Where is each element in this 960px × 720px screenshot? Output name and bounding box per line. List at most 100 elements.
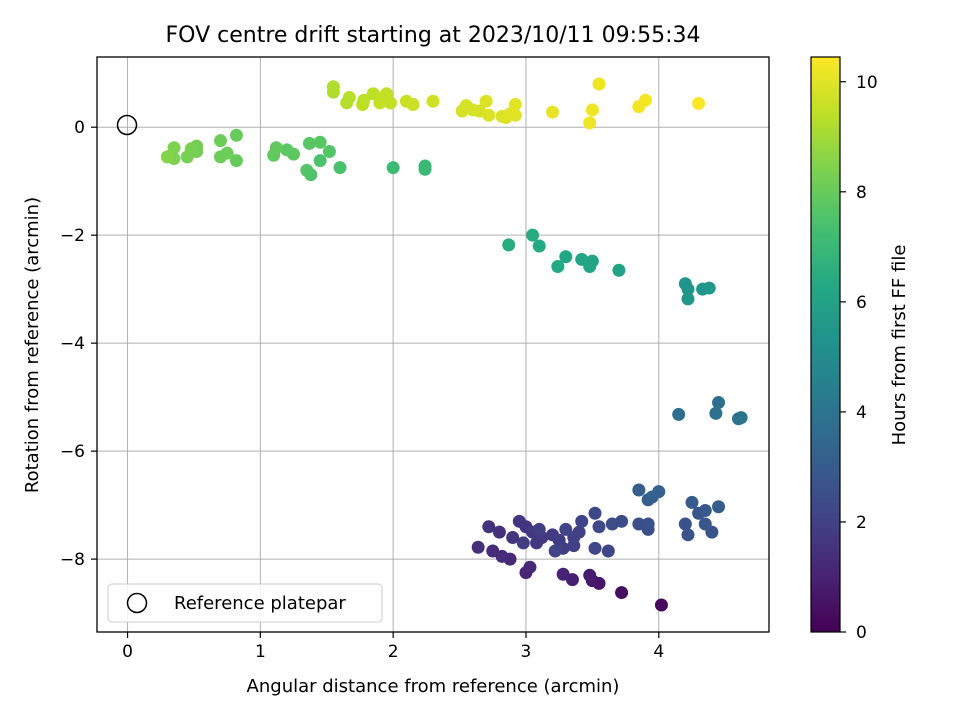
- data-point: [508, 108, 522, 122]
- data-point: [229, 128, 243, 142]
- data-point: [322, 144, 336, 158]
- data-point: [556, 567, 570, 581]
- data-point: [583, 116, 597, 130]
- data-point: [479, 94, 493, 108]
- data-point: [612, 263, 626, 277]
- data-point: [638, 93, 652, 107]
- data-point: [214, 150, 228, 164]
- data-point: [548, 544, 562, 558]
- legend-box: [107, 583, 383, 623]
- plot-area: [96, 56, 770, 633]
- data-point: [546, 105, 560, 119]
- data-point: [160, 150, 174, 164]
- data-point: [506, 531, 520, 545]
- y-axis-label: Rotation from reference (arcmin): [22, 197, 43, 493]
- data-point: [508, 98, 522, 112]
- grid-lines: [97, 57, 769, 632]
- data-point: [418, 162, 432, 176]
- data-point: [313, 154, 327, 168]
- data-point: [357, 93, 371, 107]
- data-point: [492, 525, 506, 539]
- data-point: [386, 161, 400, 175]
- data-point: [712, 396, 726, 410]
- data-point: [654, 598, 668, 612]
- data-point: [516, 536, 530, 550]
- data-point: [384, 96, 398, 110]
- data-point: [229, 154, 243, 168]
- data-point: [551, 259, 565, 273]
- data-point: [342, 90, 356, 104]
- y-tick-label: −4: [60, 334, 85, 354]
- data-point: [486, 544, 500, 558]
- data-point: [482, 108, 496, 122]
- legend-reference-marker: [126, 592, 148, 614]
- data-point: [267, 148, 281, 162]
- x-axis-label: Angular distance from reference (arcmin): [247, 676, 620, 697]
- colorbar-tick-label: 2: [856, 513, 867, 533]
- data-point: [692, 96, 706, 110]
- data-point: [678, 517, 692, 531]
- x-axis-ticks: 0 1 2 3 4: [122, 632, 664, 662]
- data-point: [532, 239, 546, 253]
- colorbar-tick-label: 4: [856, 403, 867, 423]
- y-tick-label: −8: [60, 550, 85, 570]
- data-point: [583, 568, 597, 582]
- data-point: [588, 506, 602, 520]
- data-point: [588, 541, 602, 555]
- colorbar: 0 2 4 6 8 10 Hours from first FF file: [810, 56, 910, 643]
- y-axis-ticks: 0 −2 −4 −6 −8: [60, 118, 97, 570]
- data-point: [592, 77, 606, 91]
- y-tick-label: −6: [60, 442, 85, 462]
- data-point: [632, 483, 646, 497]
- data-point: [559, 522, 573, 536]
- data-point: [585, 103, 599, 117]
- data-point: [681, 292, 695, 306]
- data-point: [180, 150, 194, 164]
- data-point: [333, 161, 347, 175]
- data-point: [615, 514, 629, 528]
- data-point: [712, 500, 726, 514]
- data-point: [652, 485, 666, 499]
- data-point: [302, 136, 316, 150]
- data-point: [313, 135, 327, 149]
- reference-marker: [116, 114, 138, 136]
- x-tick-label: 0: [122, 642, 133, 662]
- colorbar-label: Hours from first FF file: [889, 245, 910, 446]
- data-point: [567, 539, 581, 553]
- data-point: [592, 520, 606, 534]
- colorbar-tick-label: 0: [856, 623, 867, 643]
- data-point: [681, 282, 695, 296]
- chart-title: FOV centre drift starting at 2023/10/11 …: [166, 23, 701, 48]
- legend-label: Reference platepar: [174, 593, 346, 614]
- x-tick-label: 1: [255, 642, 266, 662]
- data-point: [672, 407, 686, 421]
- data-point: [698, 504, 712, 518]
- data-point: [482, 520, 496, 534]
- colorbar-tick-label: 8: [856, 183, 867, 203]
- colorbar-tick-label: 10: [856, 73, 878, 93]
- y-tick-label: −2: [60, 226, 85, 246]
- data-point: [426, 94, 440, 108]
- x-tick-label: 3: [521, 642, 532, 662]
- data-point: [300, 163, 314, 177]
- data-point: [532, 522, 546, 536]
- data-point: [575, 252, 589, 266]
- data-point: [641, 517, 655, 531]
- data-point: [681, 528, 695, 542]
- data-point: [702, 281, 716, 295]
- x-tick-label: 4: [653, 642, 664, 662]
- colorbar-tick-label: 6: [856, 293, 867, 313]
- data-point: [572, 525, 586, 539]
- plot-frame: [96, 56, 770, 633]
- data-point: [709, 406, 723, 420]
- data-point: [523, 560, 537, 574]
- colorbar-gradient: [810, 56, 841, 633]
- legend: Reference platepar: [107, 583, 383, 623]
- data-point: [502, 238, 516, 252]
- data-points: [160, 77, 748, 612]
- data-point: [559, 250, 573, 264]
- data-point: [615, 586, 629, 600]
- colorbar-ticks: 0 2 4 6 8 10: [840, 73, 878, 643]
- data-point: [575, 514, 589, 528]
